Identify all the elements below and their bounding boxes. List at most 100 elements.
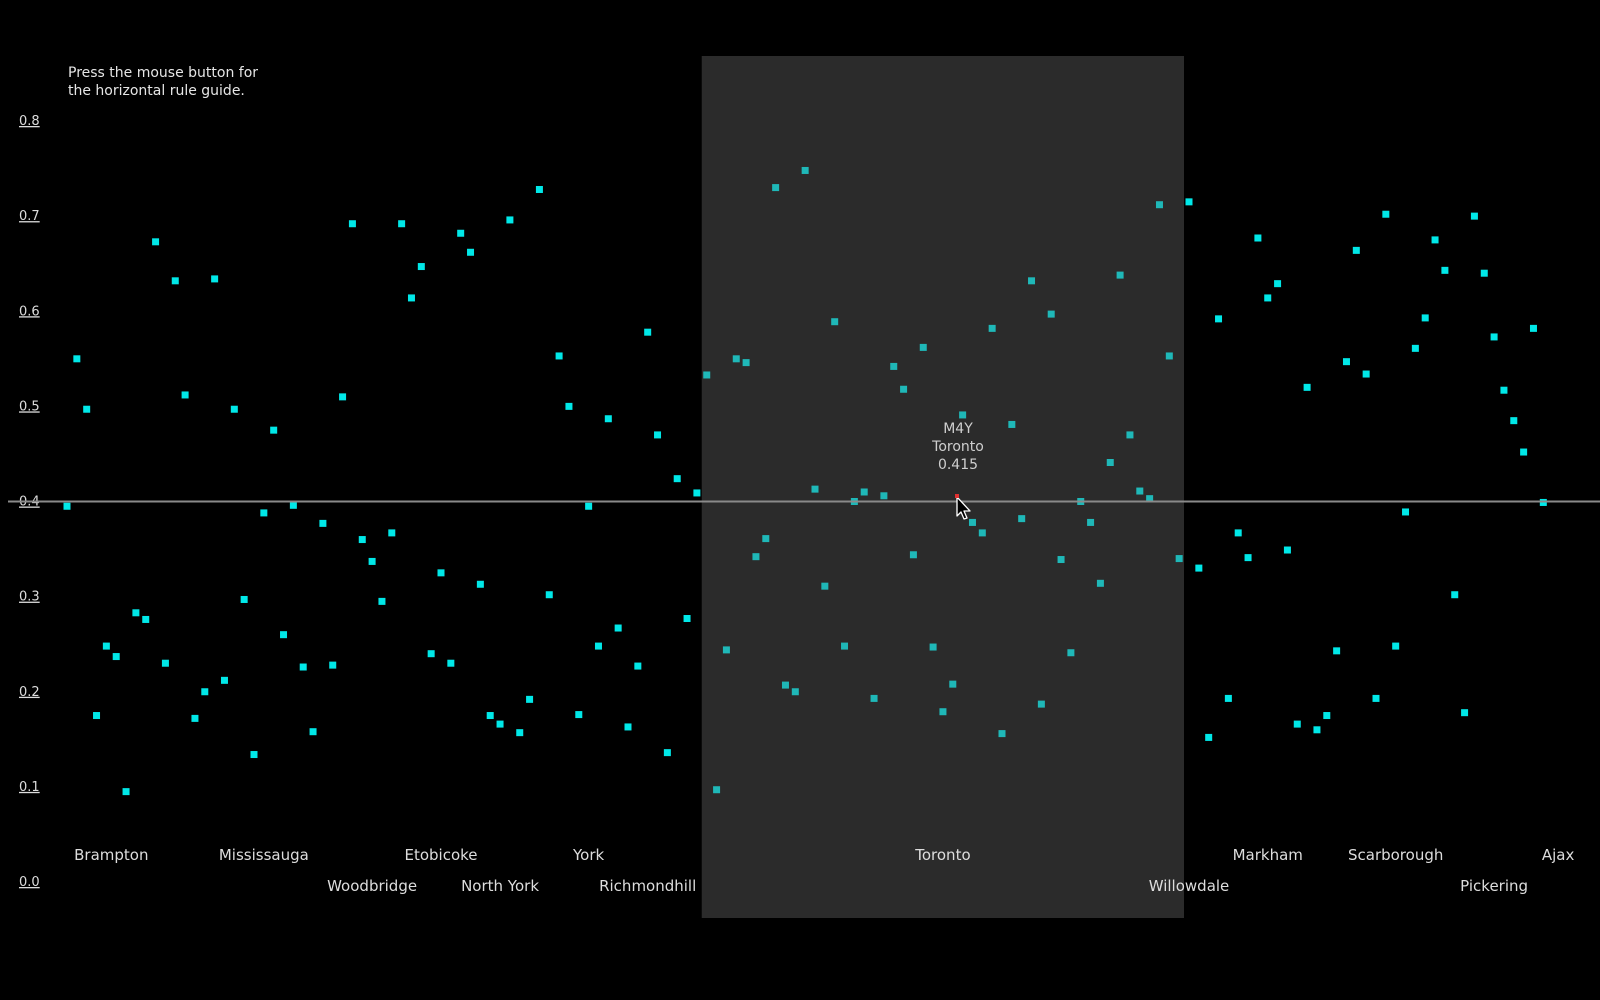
data-point[interactable]	[447, 659, 455, 667]
data-point[interactable]	[535, 185, 543, 193]
data-point[interactable]	[1205, 733, 1213, 741]
data-point[interactable]	[1451, 591, 1459, 599]
data-point[interactable]	[1047, 310, 1055, 318]
data-point[interactable]	[329, 661, 337, 669]
data-point[interactable]	[437, 569, 445, 577]
data-point[interactable]	[654, 431, 662, 439]
data-point[interactable]	[703, 371, 711, 379]
data-point[interactable]	[112, 653, 120, 661]
data-point[interactable]	[683, 615, 691, 623]
data-point[interactable]	[1116, 271, 1124, 279]
data-point[interactable]	[1234, 529, 1242, 537]
data-point[interactable]	[83, 405, 91, 413]
data-point[interactable]	[929, 643, 937, 651]
data-point[interactable]	[348, 220, 356, 228]
data-point[interactable]	[772, 184, 780, 192]
data-point[interactable]	[63, 502, 71, 510]
data-point[interactable]	[1500, 386, 1508, 394]
data-point[interactable]	[289, 501, 297, 509]
data-point[interactable]	[1342, 358, 1350, 366]
data-point[interactable]	[1313, 726, 1321, 734]
data-point[interactable]	[634, 662, 642, 670]
data-point[interactable]	[506, 216, 514, 224]
data-point[interactable]	[240, 595, 248, 603]
data-point[interactable]	[909, 551, 917, 559]
data-point[interactable]	[919, 343, 927, 351]
data-point[interactable]	[467, 248, 475, 256]
data-point[interactable]	[1303, 383, 1311, 391]
data-point[interactable]	[378, 597, 386, 605]
data-point[interactable]	[1018, 515, 1026, 523]
data-point[interactable]	[211, 275, 219, 283]
data-point[interactable]	[870, 694, 878, 702]
data-point[interactable]	[1333, 647, 1341, 655]
data-point[interactable]	[900, 385, 908, 393]
data-point[interactable]	[260, 509, 268, 517]
data-point[interactable]	[811, 485, 819, 493]
data-point[interactable]	[1274, 280, 1282, 288]
data-point[interactable]	[181, 391, 189, 399]
data-point[interactable]	[1283, 546, 1291, 554]
data-point[interactable]	[841, 642, 849, 650]
data-point[interactable]	[1293, 720, 1301, 728]
data-point[interactable]	[1244, 554, 1252, 562]
data-point[interactable]	[1096, 579, 1104, 587]
data-point[interactable]	[732, 355, 740, 363]
data-point[interactable]	[890, 362, 898, 370]
data-point[interactable]	[1352, 246, 1360, 254]
data-point[interactable]	[1254, 234, 1262, 242]
data-point[interactable]	[476, 580, 484, 588]
data-point[interactable]	[1510, 417, 1518, 425]
data-point[interactable]	[673, 475, 681, 483]
data-point[interactable]	[1264, 294, 1272, 302]
data-point[interactable]	[713, 786, 721, 794]
data-point[interactable]	[398, 220, 406, 228]
data-point[interactable]	[1087, 518, 1095, 526]
data-point[interactable]	[270, 426, 278, 434]
data-point[interactable]	[93, 712, 101, 720]
data-point[interactable]	[959, 411, 967, 419]
data-point[interactable]	[280, 631, 288, 639]
data-point[interactable]	[299, 663, 307, 671]
data-point[interactable]	[801, 166, 809, 174]
data-point[interactable]	[122, 788, 130, 796]
data-point[interactable]	[1195, 564, 1203, 572]
data-point[interactable]	[1362, 370, 1370, 378]
data-point[interactable]	[880, 492, 888, 500]
data-point[interactable]	[614, 624, 622, 632]
data-point[interactable]	[978, 529, 986, 537]
data-point[interactable]	[358, 536, 366, 544]
data-point[interactable]	[555, 352, 563, 360]
data-point[interactable]	[1165, 352, 1173, 360]
data-point[interactable]	[339, 393, 347, 401]
data-point[interactable]	[142, 615, 150, 623]
data-point[interactable]	[998, 730, 1006, 738]
data-point[interactable]	[565, 402, 573, 410]
data-point[interactable]	[201, 688, 209, 696]
data-point[interactable]	[152, 238, 160, 246]
data-point[interactable]	[73, 355, 81, 363]
data-point[interactable]	[161, 659, 169, 667]
data-point[interactable]	[309, 728, 317, 736]
data-point[interactable]	[1490, 333, 1498, 341]
data-point[interactable]	[663, 749, 671, 757]
data-point[interactable]	[1175, 555, 1183, 563]
data-point[interactable]	[1008, 420, 1016, 428]
data-point[interactable]	[1057, 556, 1065, 564]
data-point[interactable]	[171, 277, 179, 285]
data-point[interactable]	[722, 646, 730, 654]
data-point[interactable]	[1529, 324, 1537, 332]
data-point[interactable]	[1155, 201, 1163, 209]
data-point[interactable]	[516, 729, 524, 737]
data-point[interactable]	[1402, 508, 1410, 516]
data-point[interactable]	[644, 328, 652, 336]
data-point[interactable]	[496, 720, 504, 728]
data-point[interactable]	[821, 582, 829, 590]
data-point[interactable]	[968, 518, 976, 526]
data-point[interactable]	[1470, 212, 1478, 220]
data-point[interactable]	[132, 609, 140, 617]
data-point[interactable]	[831, 318, 839, 326]
data-point[interactable]	[368, 557, 376, 565]
data-point[interactable]	[585, 502, 593, 510]
